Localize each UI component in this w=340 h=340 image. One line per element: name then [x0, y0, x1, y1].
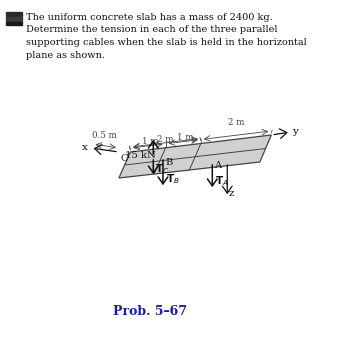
Text: $\mathbf{T}_B$: $\mathbf{T}_B$ [166, 172, 179, 186]
Text: $\mathbf{T}_A$: $\mathbf{T}_A$ [215, 174, 228, 188]
Text: C: C [121, 154, 129, 163]
Bar [6, 12, 22, 16]
Text: x: x [82, 143, 88, 153]
Text: z: z [228, 189, 234, 198]
Text: 1 m: 1 m [177, 133, 193, 142]
Text: 0.5 m: 0.5 m [92, 131, 117, 140]
Text: B: B [166, 158, 173, 167]
Text: A: A [214, 161, 221, 170]
Text: 15 kN: 15 kN [125, 151, 156, 159]
Text: Prob. 5–67: Prob. 5–67 [113, 305, 187, 318]
Text: $\mathbf{T}_C$: $\mathbf{T}_C$ [155, 162, 169, 176]
Text: The uniform concrete slab has a mass of 2400 kg.
Determine the tension in each o: The uniform concrete slab has a mass of … [27, 13, 307, 59]
Bar [6, 21, 22, 24]
Polygon shape [119, 135, 271, 178]
Text: 2 m: 2 m [157, 135, 174, 144]
Text: 1 m: 1 m [141, 137, 158, 146]
Text: 2 m: 2 m [228, 118, 244, 127]
Bar [6, 17, 22, 20]
Text: y: y [292, 128, 298, 136]
